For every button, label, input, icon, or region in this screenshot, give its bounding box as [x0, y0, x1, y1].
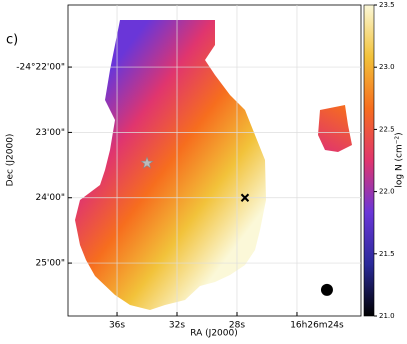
colorbar — [363, 4, 375, 317]
x-tick-label: 16h26m24s — [290, 321, 344, 331]
y-tick-label: 25'00" — [35, 259, 65, 269]
x-tick-label: 28s — [229, 321, 245, 331]
star-marker — [140, 156, 154, 169]
column-density-map — [75, 20, 266, 310]
y-axis-label: Dec (J2000) — [6, 134, 16, 187]
x-axis-label: RA (J2000) — [190, 329, 238, 339]
y-tick-label: 23'00" — [35, 128, 65, 138]
x-tick-label: 36s — [109, 321, 125, 331]
colorbar-tick-label: 23.5 — [379, 1, 395, 9]
colorbar-tick-label: 21.5 — [379, 250, 395, 258]
x-tick-label: 32s — [169, 321, 185, 331]
colorbar-tick-label: 21.0 — [379, 312, 395, 320]
column-density-map — [318, 105, 352, 152]
colorbar-tick-label: 23.0 — [379, 63, 395, 71]
colorbar-tick-label: 22.0 — [379, 188, 395, 196]
colorbar-tick-label: 22.5 — [379, 125, 395, 133]
panel-label: c) — [6, 33, 18, 48]
y-tick-label: -24°22'00" — [16, 63, 65, 73]
beam-marker — [320, 283, 333, 296]
colorbar-label: log N (cm⁻²) — [395, 132, 405, 187]
cross-marker — [240, 193, 250, 202]
y-tick-label: 24'00" — [35, 193, 65, 203]
